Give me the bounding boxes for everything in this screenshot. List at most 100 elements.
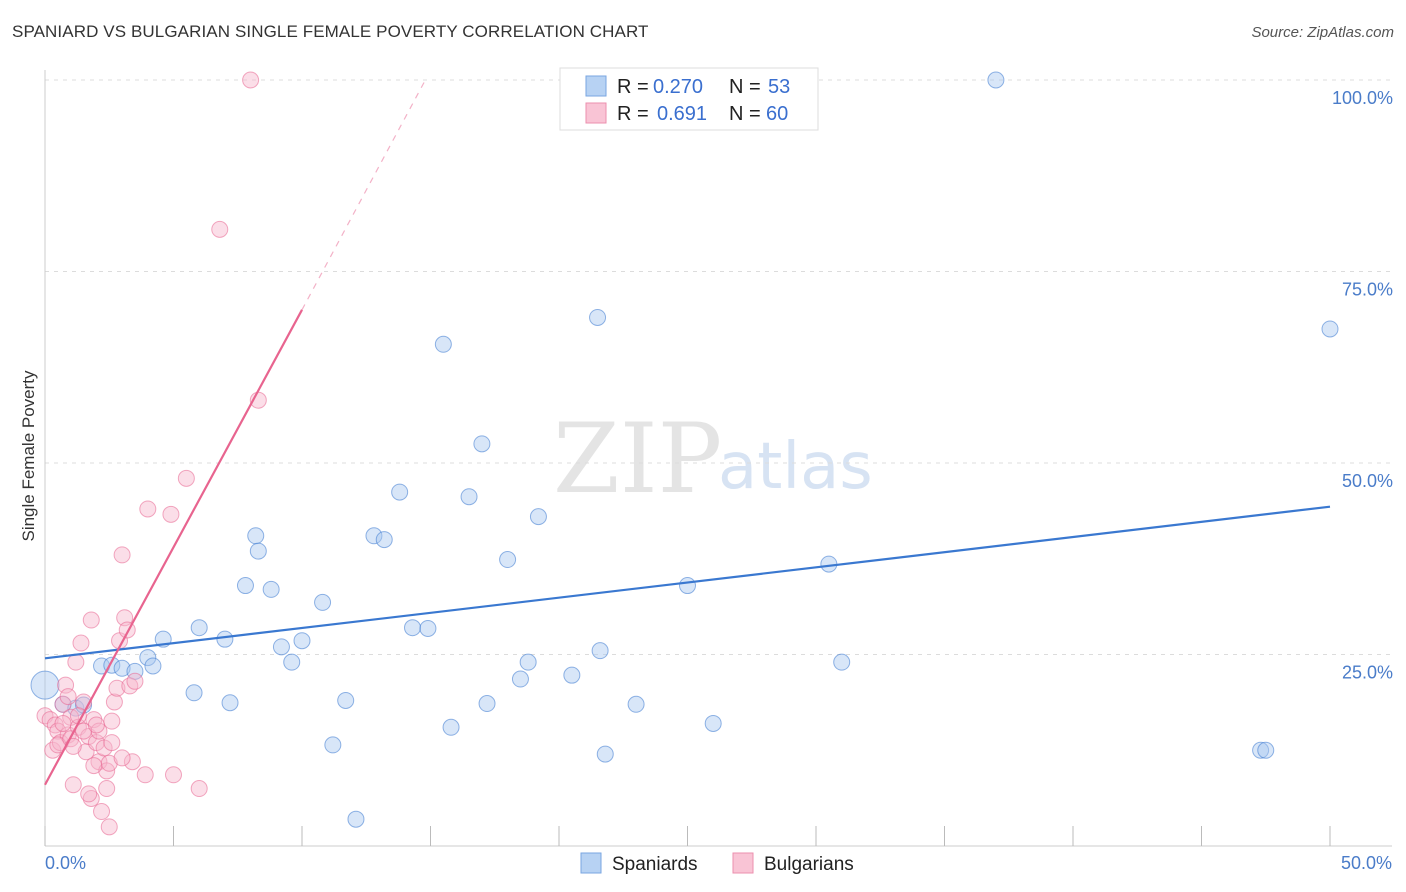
spaniards-point [833, 653, 851, 671]
bulgarians-point [162, 505, 180, 523]
bulgarians-point [103, 712, 121, 730]
bulgarians-point [85, 757, 103, 775]
legend-n-value-bulgarians: 60 [766, 103, 788, 125]
y-tick-label-75: 75.0% [1342, 280, 1393, 300]
legend-r-value-bulgarians: 0.691 [657, 103, 707, 125]
bottom-legend-spaniards: Spaniards [612, 854, 698, 875]
series-legend: Spaniards Bulgarians [580, 852, 854, 875]
bulgarians-point [211, 220, 229, 238]
bulgarians-point [105, 693, 123, 711]
bulgarians-point [139, 500, 157, 518]
spaniards-point [221, 694, 239, 712]
spaniards-point [216, 630, 234, 648]
spaniards-point [1257, 741, 1275, 759]
spaniards-point [347, 810, 365, 828]
spaniards-point [365, 527, 383, 545]
spaniards-point [236, 577, 254, 595]
spaniards-point [596, 745, 614, 763]
spaniards-point [704, 714, 722, 732]
bulgarians-point [136, 766, 154, 784]
spaniards-point [473, 435, 491, 453]
source-label: Source: ZipAtlas.com [1251, 24, 1394, 41]
bulgarians-point [82, 611, 100, 629]
x-tick-label-min: 0.0% [45, 853, 86, 873]
legend-r-value-spaniards: 0.270 [653, 76, 703, 98]
spaniards-point [249, 542, 267, 560]
x-axis-ticks [44, 826, 1331, 846]
bulgarians-point [165, 766, 182, 784]
spaniards-point [144, 657, 162, 675]
spaniards-point [511, 670, 529, 688]
y-axis-label: Single Female Poverty [19, 370, 38, 542]
bulgarians-point [103, 734, 121, 752]
spaniards-point [627, 695, 645, 713]
watermark-atlas: atlas [718, 430, 873, 504]
bulgarians-point [72, 634, 90, 652]
legend-n-value-spaniards: 53 [768, 76, 790, 98]
spaniards-point [272, 638, 290, 656]
bulgarians-point [87, 716, 105, 734]
spaniards-point [404, 619, 422, 637]
bottom-swatch-spaniards [580, 852, 602, 874]
spaniards-point [262, 580, 280, 598]
bulgarians-trend-extension [301, 79, 426, 311]
legend-swatch-spaniards [585, 75, 607, 97]
spaniards-point [679, 577, 696, 595]
spaniards-point [499, 551, 517, 569]
chart-title: SPANIARD VS BULGARIAN SINGLE FEMALE POVE… [12, 22, 649, 41]
spaniards-point [314, 593, 332, 611]
legend-n-label-1: N = [729, 103, 761, 125]
spaniards-point [375, 531, 393, 549]
spaniards-point [283, 653, 301, 671]
spaniards-point [391, 483, 409, 501]
bulgarians-point [82, 790, 100, 808]
bulgarians-point [100, 818, 118, 836]
spaniards-point [185, 684, 203, 702]
spaniards-point [30, 670, 60, 700]
bulgarians-point [80, 785, 98, 803]
spaniards-point [589, 308, 607, 326]
bulgarians-point [242, 71, 260, 89]
bulgarians-point [177, 469, 195, 487]
x-tick-label-max: 50.0% [1341, 853, 1392, 873]
series-layer [30, 71, 1339, 836]
bottom-swatch-bulgarians [732, 852, 754, 874]
bulgarians-point [108, 679, 126, 697]
bulgarians-point [67, 653, 85, 671]
legend-n-label-0: N = [729, 76, 761, 98]
bottom-legend-bulgarians: Bulgarians [764, 854, 854, 875]
bulgarians-point [59, 688, 77, 706]
bulgarians-point [190, 780, 208, 798]
y-tick-label-25: 25.0% [1342, 663, 1393, 683]
y-tick-label-50: 50.0% [1342, 471, 1393, 491]
spaniards-point [987, 71, 1005, 89]
bulgarians-point [98, 780, 116, 798]
spaniards-point [113, 659, 131, 677]
bulgarians-point [113, 749, 131, 767]
watermark-zip: ZIP [553, 403, 722, 515]
bulgarians-point [126, 672, 144, 690]
spaniards-point [478, 695, 496, 713]
spaniards-point [324, 736, 342, 754]
spaniards-point [337, 691, 355, 709]
spaniards-point [442, 718, 460, 736]
bulgarians-point [121, 677, 139, 695]
bulgarians-point [113, 546, 131, 564]
bulgarians-point [123, 753, 141, 771]
spaniards-point [139, 649, 157, 667]
spaniards-point [247, 527, 265, 545]
bulgarians-trend-line [44, 309, 303, 786]
legend-r-label-0: R = [617, 76, 649, 98]
spaniards-point [529, 508, 547, 526]
series-bulgarians [36, 71, 267, 836]
stats-legend: R = 0.270 N = 53 R = 0.691 N = 60 [559, 67, 819, 131]
spaniards-trend-line [44, 505, 1331, 660]
y-tick-labels: 100.0% 75.0% 50.0% 25.0% [1332, 88, 1393, 683]
spaniards-point [460, 488, 478, 506]
spaniards-point [190, 619, 208, 637]
spaniards-point [434, 335, 452, 353]
legend-r-label-1: R = [617, 103, 649, 125]
spaniards-point [563, 666, 581, 684]
bulgarians-point [64, 776, 82, 794]
